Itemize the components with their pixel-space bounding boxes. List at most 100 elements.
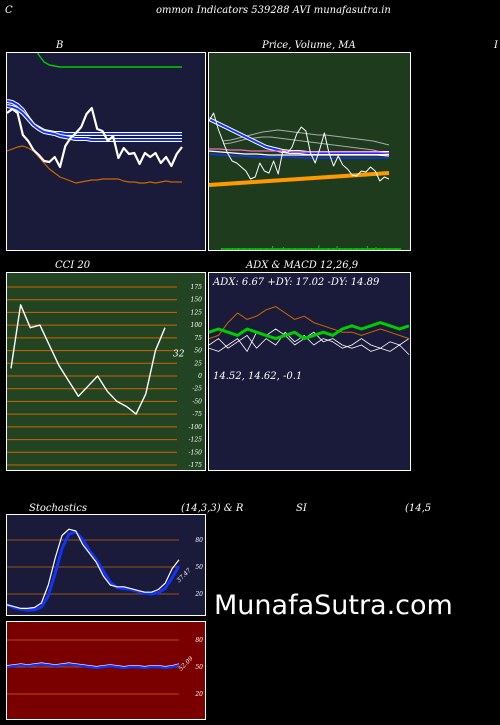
cci-title: CCI 20 bbox=[55, 260, 91, 271]
price-volume-bar bbox=[397, 248, 399, 250]
price-volume-bar bbox=[221, 248, 222, 250]
stoch-panel: 80 50 20 37.47 bbox=[6, 514, 206, 616]
price-volume-bar bbox=[233, 248, 235, 250]
price-volume-bar bbox=[264, 248, 266, 250]
price-volume-bar bbox=[261, 248, 263, 250]
price-volume-bar bbox=[373, 248, 374, 250]
price-volume-bar bbox=[323, 248, 325, 250]
price-volume-bar bbox=[249, 248, 250, 250]
price-volume-bar bbox=[345, 248, 347, 250]
adx-green-line bbox=[209, 321, 410, 341]
bb-panel bbox=[6, 52, 206, 251]
adx-panel: ADX: 6.67 +DY: 17.02 -DY: 14.89 14.52, 1… bbox=[208, 272, 411, 471]
price-volume-bar bbox=[314, 248, 316, 250]
price-volume-bar bbox=[386, 248, 388, 250]
price-volume-bar bbox=[335, 248, 337, 250]
price-volume-bar bbox=[382, 248, 384, 250]
price-volume-bar bbox=[286, 248, 288, 250]
price-volume-bar bbox=[255, 248, 257, 250]
price-volume-bar bbox=[284, 248, 286, 250]
price-volume-bar bbox=[272, 246, 274, 250]
price-volume-bar bbox=[353, 248, 355, 250]
price-volume-bar bbox=[259, 248, 261, 250]
rsi-tick-label: 20 bbox=[194, 691, 203, 698]
price-volume-bar bbox=[242, 248, 244, 250]
price-volume-bar bbox=[270, 248, 272, 250]
rsi-line bbox=[7, 663, 180, 670]
cci-tick-label: 50 bbox=[194, 348, 202, 355]
price-volume-bar bbox=[368, 248, 370, 250]
price-volume-bar bbox=[278, 248, 280, 250]
price-volume-bar bbox=[342, 248, 344, 250]
cci-tick-label: 175 bbox=[191, 284, 203, 291]
stoch-k-line bbox=[7, 528, 180, 610]
adx-values: ADX: 6.67 +DY: 17.02 -DY: 14.89 bbox=[213, 277, 380, 288]
rsi-params: (14,5 bbox=[405, 503, 432, 514]
price-volume-bar bbox=[298, 248, 300, 250]
price-volume-bar bbox=[303, 248, 305, 250]
bb-middle-band bbox=[7, 105, 182, 141]
price-volume-bar bbox=[263, 248, 265, 250]
price-volume-bar bbox=[227, 248, 229, 250]
price-volume-bar bbox=[374, 248, 376, 250]
price-volume-bar bbox=[348, 248, 350, 250]
price-volume-bar bbox=[252, 248, 254, 250]
cci-tick-label: 0 bbox=[198, 373, 202, 380]
price-volume-bar bbox=[251, 248, 253, 250]
price-volume-bar bbox=[287, 248, 289, 250]
price-volume-bar bbox=[283, 247, 284, 250]
price-volume-bar bbox=[385, 248, 387, 250]
stoch-tick-label: 50 bbox=[195, 564, 203, 571]
cci-tick-label: -100 bbox=[189, 424, 203, 431]
cci-tick-label: -25 bbox=[192, 386, 202, 393]
price-volume-bar bbox=[330, 248, 332, 250]
price-volume-bar bbox=[236, 248, 238, 250]
cci-tick-label: 125 bbox=[191, 309, 203, 316]
price-volume-bar bbox=[391, 248, 393, 250]
price-volume-bar bbox=[312, 248, 314, 250]
adx-chart bbox=[209, 306, 410, 355]
dy-plus-line bbox=[209, 306, 410, 340]
price-volume-bar bbox=[359, 248, 361, 250]
watermark: MunafaSutra.com bbox=[214, 590, 453, 621]
cci-tick-label: 100 bbox=[191, 322, 203, 329]
rsi-panel: 80 50 20 52.09 bbox=[6, 621, 206, 720]
price-volume-bar bbox=[247, 248, 249, 250]
price-volume-bar bbox=[257, 248, 259, 250]
price-volume-bar bbox=[354, 248, 356, 250]
price-volume-bar bbox=[315, 248, 317, 250]
rsi-tick-label: 50 bbox=[195, 664, 203, 671]
price-volume-bar bbox=[394, 248, 396, 250]
price-chart bbox=[209, 112, 401, 250]
price-volume-bar bbox=[308, 248, 310, 250]
price-volume-bar bbox=[351, 248, 353, 250]
cci-tick-label: -75 bbox=[192, 411, 202, 418]
price-volume-bar bbox=[231, 248, 233, 250]
price-volume-bar bbox=[341, 248, 343, 250]
price-volume-bar bbox=[396, 248, 398, 250]
price-title: Price, Volume, MA bbox=[262, 40, 356, 51]
price-volume-bar bbox=[300, 248, 302, 250]
price-volume-bar bbox=[319, 248, 321, 250]
price-volume-bar bbox=[262, 248, 264, 250]
price-volume-bar bbox=[370, 248, 372, 250]
price-volume-bar bbox=[256, 248, 258, 250]
price-ma-blue bbox=[209, 118, 389, 154]
price-volume-bar bbox=[340, 248, 342, 250]
price-panel bbox=[208, 52, 411, 251]
price-volume-bar bbox=[339, 248, 340, 250]
price-volume-bar bbox=[307, 248, 309, 250]
cci-chart: 175 150 125 100 75 50 25 0 -25 -50 -75 -100 -125 -150… bbox=[7, 284, 203, 469]
price-volume-bar bbox=[302, 248, 304, 250]
price-volume-bar bbox=[346, 248, 348, 250]
price-volume-bar bbox=[267, 248, 269, 250]
price-volume-bar bbox=[285, 248, 287, 250]
price-volume-bar bbox=[279, 248, 281, 250]
price-volume-bar bbox=[292, 248, 294, 250]
price-volume-bar bbox=[331, 248, 333, 250]
cci-line bbox=[10, 304, 166, 415]
price-volume-bar bbox=[235, 248, 237, 250]
price-volume-bar bbox=[325, 248, 327, 250]
price-volume-bar bbox=[379, 248, 381, 250]
stoch-d-line bbox=[7, 530, 181, 612]
